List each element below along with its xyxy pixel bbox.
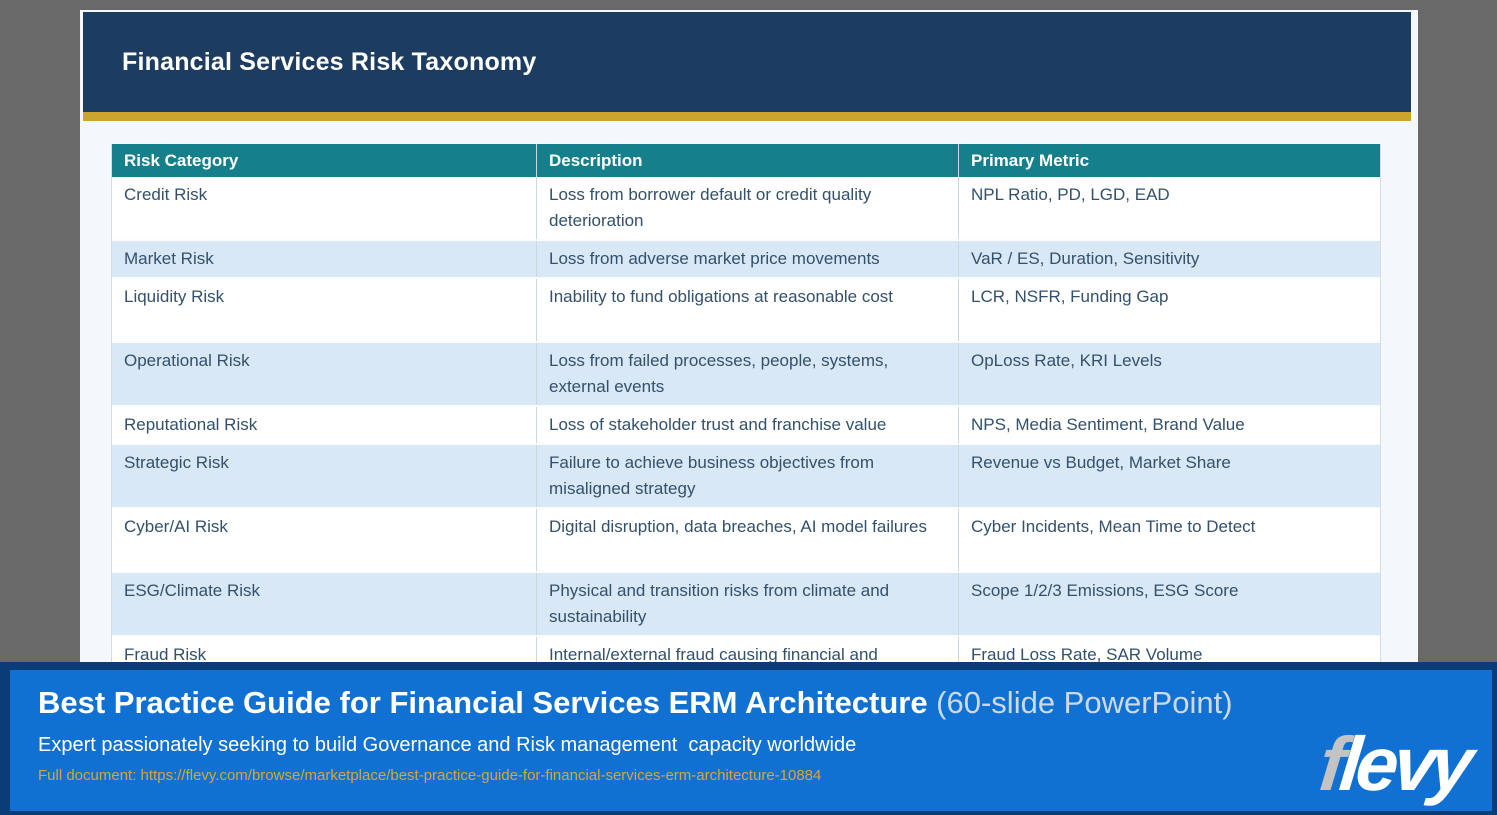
- full-document-link[interactable]: Full document: https://flevy.com/browse/…: [38, 767, 822, 784]
- cell-category: Strategic Risk: [124, 453, 229, 472]
- document-info-banner: Best Practice Guide for Financial Servic…: [0, 662, 1497, 815]
- cell-category: Credit Risk: [124, 185, 208, 204]
- column-header-description: Description: [536, 144, 958, 177]
- cell-description: Digital disruption, data breaches, AI mo…: [536, 509, 958, 571]
- slide-title-bar: Financial Services Risk Taxonomy: [83, 12, 1411, 112]
- document-title-format: (60-slide PowerPoint): [927, 685, 1233, 720]
- author-tagline: Expert passionately seeking to build Gov…: [38, 734, 857, 756]
- table-row: Credit Risk Loss from borrower default o…: [112, 177, 1380, 241]
- cell-category: Cyber/AI Risk: [124, 517, 228, 536]
- table-row: Market Risk Loss from adverse market pri…: [112, 241, 1380, 279]
- cell-category: Fraud Risk: [124, 645, 207, 664]
- table-row: Reputational Risk Loss of stakeholder tr…: [112, 407, 1380, 445]
- cell-category: Liquidity Risk: [124, 287, 225, 306]
- cell-metric: Revenue vs Budget, Market Share: [958, 445, 1380, 507]
- slide-canvas: Financial Services Risk Taxonomy Risk Ca…: [80, 10, 1418, 815]
- document-title-main: Best Practice Guide for Financial Servic…: [38, 685, 928, 720]
- cell-metric: LCR, NSFR, Funding Gap: [958, 279, 1380, 341]
- cell-description: Failure to achieve business objectives f…: [536, 445, 958, 507]
- risk-taxonomy-table: Risk Category Description Primary Metric…: [111, 144, 1381, 702]
- table-row: ESG/Climate Risk Physical and transition…: [112, 573, 1380, 637]
- cell-description: Loss of stakeholder trust and franchise …: [536, 407, 958, 443]
- cell-category: Operational Risk: [124, 351, 250, 370]
- table-row: Liquidity Risk Inability to fund obligat…: [112, 279, 1380, 343]
- cell-category: ESG/Climate Risk: [124, 581, 261, 600]
- table-row: Strategic Risk Failure to achieve busine…: [112, 445, 1380, 509]
- page-title: Financial Services Risk Taxonomy: [122, 47, 537, 76]
- table-row: Cyber/AI Risk Digital disruption, data b…: [112, 509, 1380, 573]
- cell-metric: NPS, Media Sentiment, Brand Value: [958, 407, 1380, 443]
- cell-metric: VaR / ES, Duration, Sensitivity: [958, 241, 1380, 277]
- cell-metric: OpLoss Rate, KRI Levels: [958, 343, 1380, 405]
- cell-metric: Cyber Incidents, Mean Time to Detect: [958, 509, 1380, 571]
- cell-description: Loss from adverse market price movements: [536, 241, 958, 277]
- table-header-row: Risk Category Description Primary Metric: [112, 144, 1380, 177]
- cell-metric: Scope 1/2/3 Emissions, ESG Score: [958, 573, 1380, 635]
- column-header-primary-metric: Primary Metric: [958, 144, 1380, 177]
- gold-accent-stripe: [83, 112, 1411, 121]
- cell-category: Reputational Risk: [124, 415, 258, 434]
- column-header-risk-category: Risk Category: [124, 151, 239, 170]
- cell-description: Inability to fund obligations at reasona…: [536, 279, 958, 341]
- cell-category: Market Risk: [124, 249, 214, 268]
- cell-metric: NPL Ratio, PD, LGD, EAD: [958, 177, 1380, 239]
- cell-description: Physical and transition risks from clima…: [536, 573, 958, 635]
- cell-description: Loss from failed processes, people, syst…: [536, 343, 958, 405]
- cell-description: Loss from borrower default or credit qua…: [536, 177, 958, 239]
- document-title: Best Practice Guide for Financial Servic…: [38, 685, 1492, 721]
- document-info-banner-inner: Best Practice Guide for Financial Servic…: [10, 670, 1492, 811]
- table-row: Operational Risk Loss from failed proces…: [112, 343, 1380, 407]
